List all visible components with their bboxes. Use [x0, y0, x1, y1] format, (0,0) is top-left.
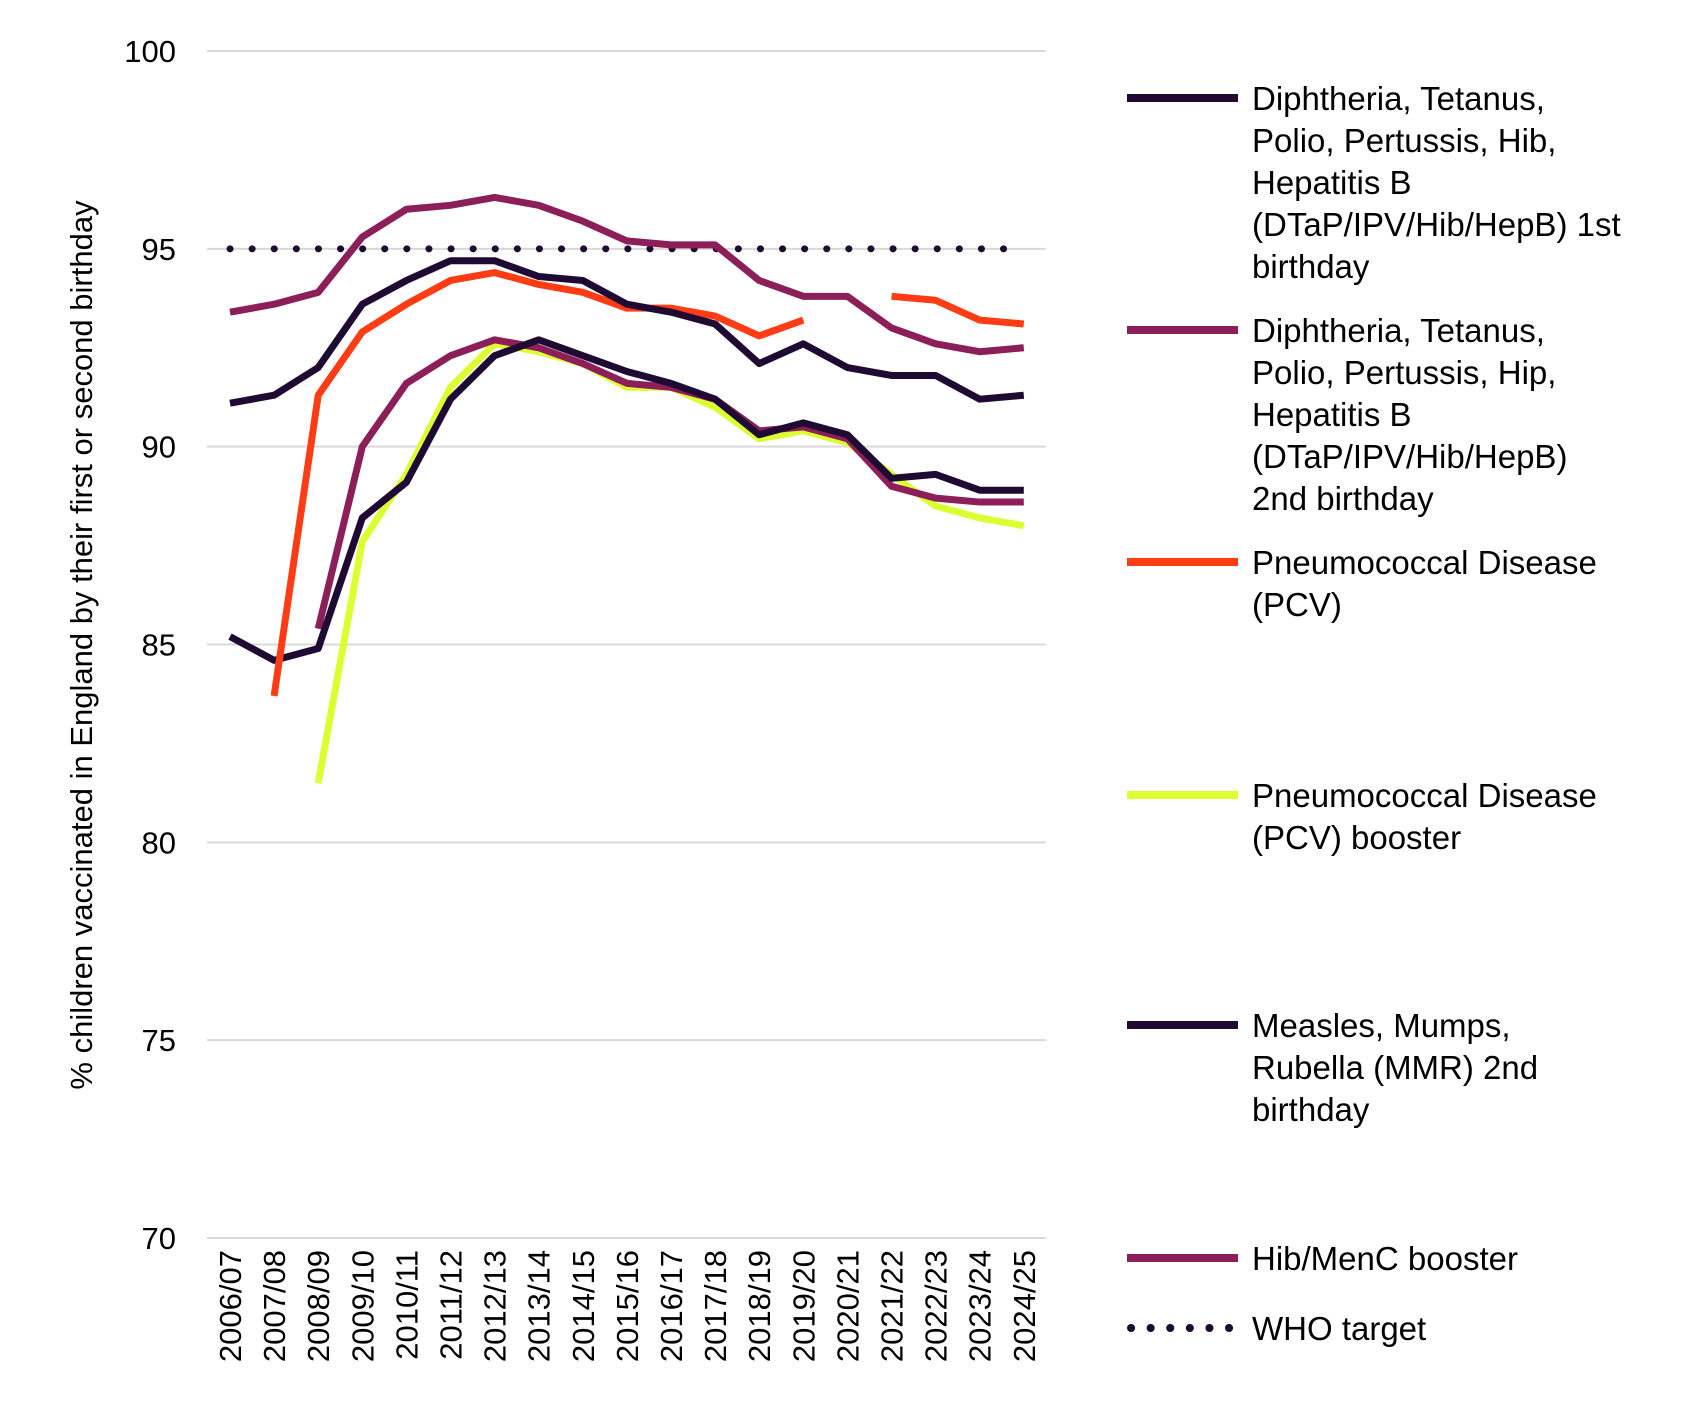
x-tick-label: 2015/16	[610, 1250, 645, 1362]
x-axis-ticks: 2006/07 2007/08 2008/09 2009/10 2010/11 2011/…	[213, 1250, 1042, 1362]
legend-label: Measles, Mumps,	[1252, 1007, 1511, 1044]
legend-label: Diphtheria, Tetanus,	[1252, 80, 1545, 117]
x-tick-label: 2023/24	[963, 1250, 998, 1362]
series-segment	[229, 257, 1025, 407]
x-tick-label: 2019/20	[786, 1250, 821, 1362]
legend-label: (PCV) booster	[1252, 819, 1461, 856]
x-tick-label: 2022/23	[919, 1250, 954, 1362]
y-tick-label: 90	[142, 430, 176, 465]
legend-label: Pneumococcal Disease	[1252, 544, 1597, 581]
series-line	[314, 340, 1025, 784]
legend-label: (PCV)	[1252, 586, 1342, 623]
legend-label: WHO target	[1252, 1310, 1426, 1347]
x-tick-label: 2020/21	[830, 1250, 865, 1362]
x-tick-label: 2024/25	[1007, 1250, 1042, 1362]
legend-label: Hepatitis B	[1252, 396, 1412, 433]
y-axis-ticks: 70 75 80 85 90 95 100	[124, 34, 176, 1256]
legend-label: Hib/MenC booster	[1252, 1240, 1518, 1277]
x-tick-label: 2017/18	[698, 1250, 733, 1362]
series-segment	[228, 336, 1024, 664]
x-tick-label: 2006/07	[213, 1250, 248, 1362]
series-segment	[270, 269, 805, 697]
legend: Diphtheria, Tetanus, Polio, Pertussis, Hi…	[1127, 80, 1621, 1347]
x-tick-label: 2016/17	[654, 1250, 689, 1362]
legend-entry: Diphtheria, Tetanus, Polio, Pertussis, Hi…	[1127, 80, 1621, 285]
legend-entry: Diphtheria, Tetanus, Polio, Pertussis, Hi…	[1127, 312, 1567, 517]
y-tick-label: 70	[142, 1221, 176, 1256]
series-segment	[891, 292, 1025, 328]
series-line	[228, 336, 1024, 664]
x-tick-label: 2014/15	[566, 1250, 601, 1362]
legend-label: 2nd birthday	[1252, 480, 1434, 517]
series-segment	[229, 193, 1025, 356]
series-line	[270, 269, 1025, 697]
x-tick-label: 2018/19	[742, 1250, 777, 1362]
y-tick-label: 80	[142, 825, 176, 860]
x-tick-label: 2013/14	[522, 1250, 557, 1362]
legend-label: Rubella (MMR) 2nd	[1252, 1049, 1538, 1086]
legend-label: birthday	[1252, 1091, 1370, 1128]
gridlines	[207, 50, 1046, 1239]
legend-label: Pneumococcal Disease	[1252, 777, 1597, 814]
series-line	[314, 336, 1024, 630]
legend-label: Diphtheria, Tetanus,	[1252, 312, 1545, 349]
y-tick-label: 85	[142, 628, 176, 663]
legend-entry: WHO target	[1127, 1310, 1426, 1347]
series-segment	[314, 336, 1024, 630]
y-tick-label: 75	[142, 1023, 176, 1058]
y-tick-label: 95	[142, 232, 176, 267]
x-tick-label: 2010/11	[389, 1250, 424, 1360]
x-tick-label: 2008/09	[301, 1250, 336, 1362]
x-tick-label: 2021/22	[875, 1250, 910, 1362]
legend-entry: Hib/MenC booster	[1127, 1240, 1518, 1277]
legend-label: Polio, Pertussis, Hib,	[1252, 122, 1556, 159]
x-tick-label: 2007/08	[257, 1250, 292, 1362]
legend-label: (DTaP/IPV/Hib/HepB) 1st	[1252, 206, 1621, 243]
legend-label: Polio, Pertussis, Hip,	[1252, 354, 1556, 391]
data-series	[226, 193, 1028, 784]
legend-entry: Measles, Mumps, Rubella (MMR) 2nd birthday	[1127, 1007, 1538, 1128]
x-tick-label: 2011/12	[434, 1250, 469, 1360]
x-tick-label: 2012/13	[478, 1250, 513, 1362]
x-tick-label: 2009/10	[345, 1250, 380, 1362]
legend-label: birthday	[1252, 248, 1370, 285]
series-segment	[314, 340, 1025, 784]
y-tick-label: 100	[124, 34, 176, 69]
legend-label: (DTaP/IPV/Hib/HepB)	[1252, 438, 1567, 475]
legend-label: Hepatitis B	[1252, 164, 1412, 201]
legend-entry: Pneumococcal Disease (PCV)	[1127, 544, 1597, 623]
legend-entry: Pneumococcal Disease (PCV) booster	[1127, 777, 1597, 856]
series-line	[229, 193, 1025, 356]
series-line	[229, 257, 1025, 407]
y-axis-label: % children vaccinated in England by thei…	[64, 200, 99, 1090]
